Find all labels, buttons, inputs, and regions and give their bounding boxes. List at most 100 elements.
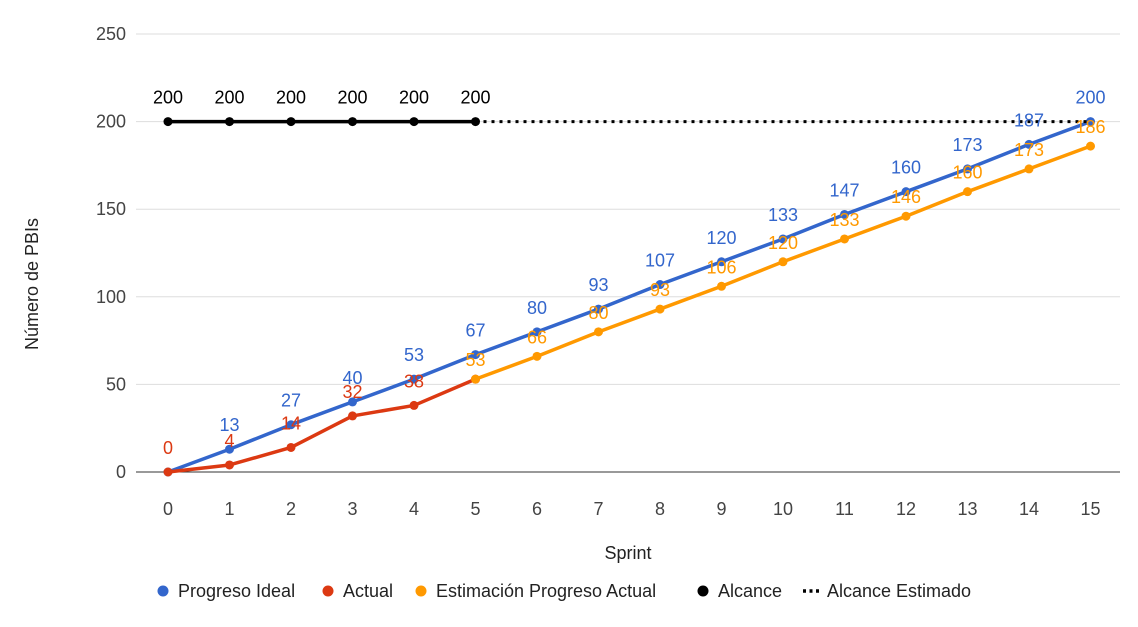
- y-tick-label: 250: [96, 24, 126, 44]
- data-label: 200: [276, 88, 306, 108]
- data-label: 14: [281, 413, 301, 433]
- data-point: [286, 420, 296, 430]
- data-label: 13: [219, 415, 239, 435]
- data-label: 200: [153, 88, 183, 108]
- x-tick-label: 12: [896, 499, 916, 519]
- data-label: 106: [706, 257, 736, 277]
- x-tick-label: 4: [409, 499, 419, 519]
- data-label: 53: [465, 350, 485, 370]
- legend-swatch: [415, 585, 427, 597]
- legend: Progreso Ideal Actual Estimación Progreso …: [157, 581, 971, 601]
- data-point: [225, 117, 234, 127]
- legend-label: Progreso Ideal: [178, 581, 295, 601]
- data-point: [778, 234, 788, 244]
- data-point: [778, 257, 788, 267]
- data-label: 160: [891, 158, 921, 178]
- data-point: [901, 187, 911, 197]
- y-tick-label: 0: [116, 462, 126, 482]
- legend-label: Actual: [343, 581, 393, 601]
- data-label: 4: [224, 431, 234, 451]
- data-label: 93: [588, 275, 608, 295]
- data-label: 107: [645, 251, 675, 271]
- data-point: [163, 117, 173, 127]
- data-point: [1024, 139, 1034, 149]
- data-label: 200: [399, 88, 429, 108]
- data-point: [594, 304, 603, 314]
- data-label: 80: [527, 298, 547, 318]
- data-label: 160: [952, 163, 982, 183]
- data-point: [1024, 164, 1034, 174]
- legend-swatch: [157, 585, 169, 597]
- data-label: 53: [404, 345, 424, 365]
- x-tick-label: 3: [347, 499, 357, 519]
- data-point: [717, 257, 726, 267]
- data-point: [963, 187, 972, 197]
- data-label: 120: [706, 228, 736, 248]
- data-label: 173: [952, 135, 982, 155]
- data-label: 146: [891, 187, 921, 207]
- x-tick-label: 8: [655, 499, 665, 519]
- data-label: 200: [337, 88, 367, 108]
- data-point: [717, 281, 726, 291]
- data-point: [532, 351, 542, 361]
- data-label: 200: [214, 88, 244, 108]
- data-label: 27: [281, 391, 301, 411]
- data-label: 186: [1075, 117, 1105, 137]
- data-point: [1086, 117, 1095, 127]
- x-tick-label: 5: [470, 499, 480, 519]
- legend-label: Estimación Progreso Actual: [436, 581, 656, 601]
- data-point: [963, 164, 972, 174]
- x-tick-label: 6: [532, 499, 542, 519]
- y-axis-title: Número de PBIs: [22, 218, 42, 350]
- data-point: [655, 304, 665, 314]
- legend-swatch: [697, 585, 709, 597]
- series-line-progreso-ideal: [166, 119, 1093, 474]
- data-point: [840, 234, 849, 244]
- data-label: 38: [404, 371, 424, 391]
- data-point: [471, 350, 480, 360]
- x-tick-label: 11: [835, 499, 854, 519]
- x-tick-label: 14: [1019, 499, 1039, 519]
- series-lines: [163, 117, 1095, 477]
- x-tick-label: 10: [773, 499, 793, 519]
- data-label: 32: [342, 382, 362, 402]
- data-point: [409, 374, 419, 384]
- data-label: 187: [1014, 110, 1044, 130]
- data-point: [901, 211, 911, 221]
- x-tick-label: 1: [224, 499, 234, 519]
- legend-swatch: [322, 585, 334, 597]
- data-label: 0: [163, 438, 173, 458]
- data-point: [655, 280, 665, 290]
- data-point: [1086, 141, 1095, 151]
- data-point: [225, 460, 234, 470]
- y-axis-ticks: 0 50 100 150 200 250: [96, 24, 126, 482]
- x-tick-label: 2: [286, 499, 296, 519]
- x-axis-title: Sprint: [604, 543, 651, 563]
- x-tick-label: 15: [1080, 499, 1100, 519]
- data-label: 173: [1014, 140, 1044, 160]
- legend-label: Alcance: [718, 581, 782, 601]
- data-point: [163, 467, 173, 477]
- data-label: 133: [768, 205, 798, 225]
- data-label: 120: [768, 233, 798, 253]
- data-label: 66: [527, 327, 547, 347]
- series-line-actual: [166, 377, 478, 474]
- data-label: 200: [460, 88, 490, 108]
- data-label: 147: [829, 180, 859, 200]
- data-point: [348, 117, 357, 127]
- data-point: [532, 327, 542, 337]
- data-point: [348, 411, 357, 421]
- x-tick-label: 0: [163, 499, 173, 519]
- data-point: [286, 442, 296, 452]
- y-tick-label: 150: [96, 199, 126, 219]
- data-label: 80: [588, 303, 608, 323]
- x-tick-label: 9: [716, 499, 726, 519]
- data-label: 67: [465, 321, 485, 341]
- y-tick-label: 50: [106, 374, 126, 394]
- data-point: [409, 400, 419, 410]
- data-point: [471, 374, 480, 384]
- y-tick-label: 200: [96, 112, 126, 132]
- x-tick-label: 13: [957, 499, 977, 519]
